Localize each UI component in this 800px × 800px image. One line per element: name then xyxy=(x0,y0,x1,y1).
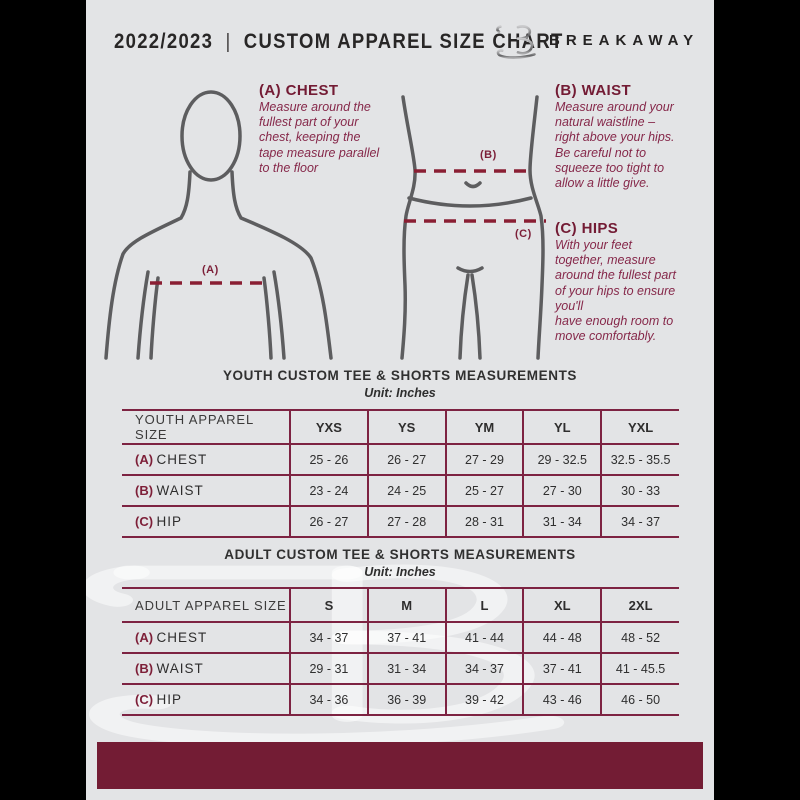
hips-marker-label: (C) xyxy=(515,228,532,240)
year-label: 2022/2023 xyxy=(114,30,214,53)
cell-value: 30 - 33 xyxy=(600,474,679,507)
adult-col-s: S xyxy=(289,587,368,623)
row-name: WAIST xyxy=(156,661,204,676)
cell-value: 27 - 28 xyxy=(366,505,446,538)
cell-value: 23 - 24 xyxy=(289,474,368,507)
cell-value: 24 - 25 xyxy=(366,474,446,507)
table-row-adult-hip: (C) HIP 34 - 36 36 - 39 39 - 42 43 - 46 … xyxy=(122,683,679,716)
cell-value: 46 - 50 xyxy=(600,683,679,716)
adult-size-table: ADULT APPAREL SIZE S M L XL 2XL (A) CHES… xyxy=(122,587,679,716)
youth-hip-label: (C) HIP xyxy=(122,505,290,538)
cell-value: 29 - 32.5 xyxy=(522,443,602,476)
adult-header-row: ADULT APPAREL SIZE S M L XL 2XL xyxy=(122,587,679,623)
youth-size-table: YOUTH APPAREL SIZE YXS YS YM YL YXL (A) … xyxy=(122,409,679,538)
adult-waist-label: (B) WAIST xyxy=(122,652,290,685)
chart-title: CUSTOM APPAREL SIZE CHART xyxy=(243,30,564,53)
adult-col-m: M xyxy=(366,587,446,623)
cell-value: 29 - 31 xyxy=(289,652,368,685)
row-name: HIP xyxy=(156,692,183,707)
cell-value: 36 - 39 xyxy=(366,683,446,716)
youth-section-title: YOUTH CUSTOM TEE & SHORTS MEASUREMENTS xyxy=(222,368,578,383)
cell-value: 37 - 41 xyxy=(366,621,446,654)
table-row-youth-hip: (C) HIP 26 - 27 27 - 28 28 - 31 31 - 34 … xyxy=(122,505,679,538)
adult-col-2xl: 2XL xyxy=(600,587,679,623)
adult-section-title: ADULT CUSTOM TEE & SHORTS MEASUREMENTS xyxy=(224,547,576,562)
waist-instructions: Measure around your natural waistline – … xyxy=(555,100,675,191)
waist-heading: (B) WAIST xyxy=(555,82,632,99)
row-marker: (B) xyxy=(135,483,154,498)
table-row-adult-chest: (A) CHEST 34 - 37 37 - 41 41 - 44 44 - 4… xyxy=(122,621,679,654)
waist-marker-label: (B) xyxy=(480,149,497,161)
cell-value: 41 - 44 xyxy=(444,621,524,654)
row-marker: (C) xyxy=(135,514,154,529)
cell-value: 26 - 27 xyxy=(366,443,446,476)
cell-value: 34 - 37 xyxy=(289,621,368,654)
adult-hip-label: (C) HIP xyxy=(122,683,290,716)
youth-waist-label: (B) WAIST xyxy=(122,474,290,507)
cell-value: 28 - 31 xyxy=(444,505,524,538)
size-chart-page: 2022/2023 | CUSTOM APPAREL SIZE CHART xyxy=(86,0,714,800)
cell-value: 41 - 45.5 xyxy=(600,652,679,685)
chest-instructions: Measure around the fullest part of your … xyxy=(259,100,380,175)
breakaway-b-logo-icon xyxy=(496,25,536,59)
youth-col-yl: YL xyxy=(522,409,602,445)
youth-col-yxl: YXL xyxy=(600,409,679,445)
brand-name: BREAKAWAY xyxy=(549,31,700,49)
youth-col-ym: YM xyxy=(444,409,524,445)
cell-value: 34 - 37 xyxy=(444,652,524,685)
cell-value: 31 - 34 xyxy=(366,652,446,685)
adult-chest-label: (A) CHEST xyxy=(122,621,290,654)
row-marker: (C) xyxy=(135,692,154,707)
page-title: 2022/2023 | CUSTOM APPAREL SIZE CHART xyxy=(114,30,564,54)
youth-size-header-cell: YOUTH APPAREL SIZE xyxy=(122,409,290,445)
cell-value: 34 - 36 xyxy=(289,683,368,716)
adult-col-xl: XL xyxy=(522,587,602,623)
row-marker: (A) xyxy=(135,630,154,645)
brand-lockup: BREAKAWAY xyxy=(494,17,699,63)
cell-value: 27 - 30 xyxy=(522,474,602,507)
adult-col-l: L xyxy=(444,587,524,623)
youth-col-yxs: YXS xyxy=(289,409,368,445)
chest-marker-label: (A) xyxy=(202,264,219,276)
cell-value: 25 - 26 xyxy=(289,443,368,476)
hips-heading: (C) HIPS xyxy=(555,220,619,237)
cell-value: 37 - 41 xyxy=(522,652,602,685)
title-separator: | xyxy=(225,30,232,53)
cell-value: 48 - 52 xyxy=(600,621,679,654)
cell-value: 34 - 37 xyxy=(600,505,679,538)
row-marker: (A) xyxy=(135,452,154,467)
table-row-youth-chest: (A) CHEST 25 - 26 26 - 27 27 - 29 29 - 3… xyxy=(122,443,679,476)
chest-heading: (A) CHEST xyxy=(259,82,339,99)
row-name: CHEST xyxy=(156,452,208,467)
cell-value: 39 - 42 xyxy=(444,683,524,716)
adult-section-unit: Unit: Inches xyxy=(364,565,436,579)
adult-size-header-cell: ADULT APPAREL SIZE xyxy=(122,587,290,623)
table-row-youth-waist: (B) WAIST 23 - 24 24 - 25 25 - 27 27 - 3… xyxy=(122,474,679,507)
cell-value: 25 - 27 xyxy=(444,474,524,507)
cell-value: 26 - 27 xyxy=(289,505,368,538)
cell-value: 43 - 46 xyxy=(522,683,602,716)
row-name: CHEST xyxy=(156,630,208,645)
row-name: WAIST xyxy=(156,483,204,498)
youth-header-row: YOUTH APPAREL SIZE YXS YS YM YL YXL xyxy=(122,409,679,445)
footer-accent-bar xyxy=(97,742,703,789)
table-row-adult-waist: (B) WAIST 29 - 31 31 - 34 34 - 37 37 - 4… xyxy=(122,652,679,685)
row-marker: (B) xyxy=(135,661,154,676)
hips-instructions: With your feet together, measure around … xyxy=(555,238,676,344)
cell-value: 27 - 29 xyxy=(444,443,524,476)
youth-chest-label: (A) CHEST xyxy=(122,443,290,476)
youth-col-ys: YS xyxy=(366,409,446,445)
youth-section-unit: Unit: Inches xyxy=(364,386,436,400)
cell-value: 32.5 - 35.5 xyxy=(600,443,679,476)
cell-value: 31 - 34 xyxy=(522,505,602,538)
cell-value: 44 - 48 xyxy=(522,621,602,654)
row-name: HIP xyxy=(156,514,183,529)
